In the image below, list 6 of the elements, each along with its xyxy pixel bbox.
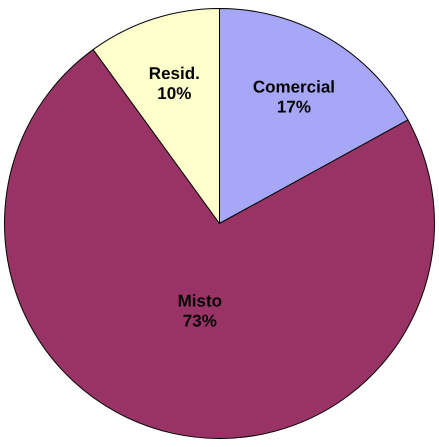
slice-label: Comercial [252,77,336,96]
data-label: 17% [276,97,311,116]
slice-label: Resid. [148,64,200,84]
data-label: 73% [182,311,217,330]
data-label: 10% [157,84,192,104]
slice-label: Misto [178,291,222,310]
